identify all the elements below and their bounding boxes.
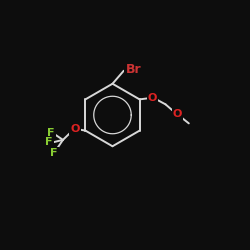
Text: O: O (173, 109, 182, 119)
Text: O: O (70, 124, 80, 134)
Text: F: F (46, 137, 53, 147)
Text: F: F (47, 128, 55, 138)
Text: O: O (148, 93, 157, 103)
Text: Br: Br (126, 63, 141, 76)
Text: F: F (50, 148, 58, 158)
